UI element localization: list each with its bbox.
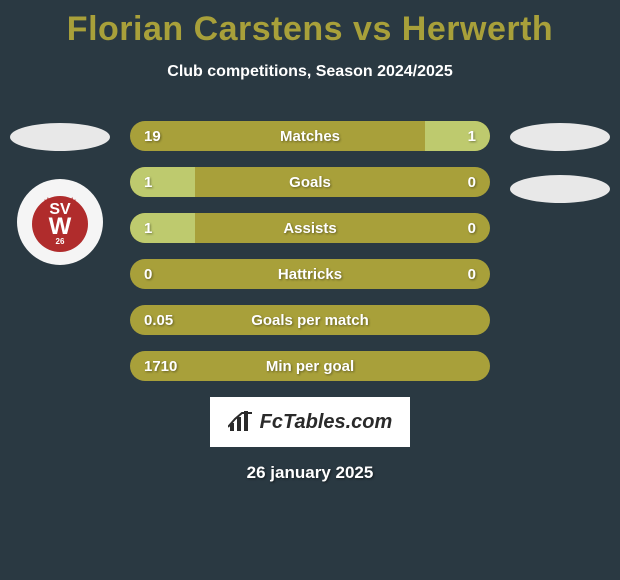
brand-text: FcTables.com (260, 411, 393, 434)
stat-row: 1Assists0 (130, 213, 490, 243)
player2-flag-placeholder (510, 123, 610, 151)
stat-right-value: 0 (468, 220, 476, 237)
player1-club-badge: ★★★★ SV W 26 (17, 179, 103, 265)
stat-label: Matches (130, 128, 490, 145)
stat-right-value: 1 (468, 128, 476, 145)
stat-row: 19Matches1 (130, 121, 490, 151)
left-player-column: ★★★★ SV W 26 (0, 121, 120, 265)
fctables-brand-badge: FcTables.com (210, 397, 410, 447)
stat-row: 1Goals0 (130, 167, 490, 197)
right-player-column (500, 121, 620, 203)
stat-row: 0.05Goals per match (130, 305, 490, 335)
stat-right-value: 0 (468, 266, 476, 283)
stat-label: Assists (130, 220, 490, 237)
brand-chart-icon (228, 411, 254, 433)
comparison-title: Florian Carstens vs Herwerth (0, 0, 620, 49)
snapshot-date: 26 january 2025 (0, 463, 620, 483)
content-area: ★★★★ SV W 26 19Matches11Goals01Assists00… (0, 121, 620, 381)
stat-right-value: 0 (468, 174, 476, 191)
stat-row: 0Hattricks0 (130, 259, 490, 289)
stat-row: 1710Min per goal (130, 351, 490, 381)
badge-year-text: 26 (56, 237, 65, 246)
stat-label: Goals (130, 174, 490, 191)
player2-club-placeholder (510, 175, 610, 203)
comparison-subtitle: Club competitions, Season 2024/2025 (0, 63, 620, 81)
stats-bars: 19Matches11Goals01Assists00Hattricks00.0… (130, 121, 490, 381)
player1-flag-placeholder (10, 123, 110, 151)
badge-w-text: W (49, 217, 72, 237)
stat-label: Goals per match (130, 312, 490, 329)
stat-label: Min per goal (130, 358, 490, 375)
stat-label: Hattricks (130, 266, 490, 283)
